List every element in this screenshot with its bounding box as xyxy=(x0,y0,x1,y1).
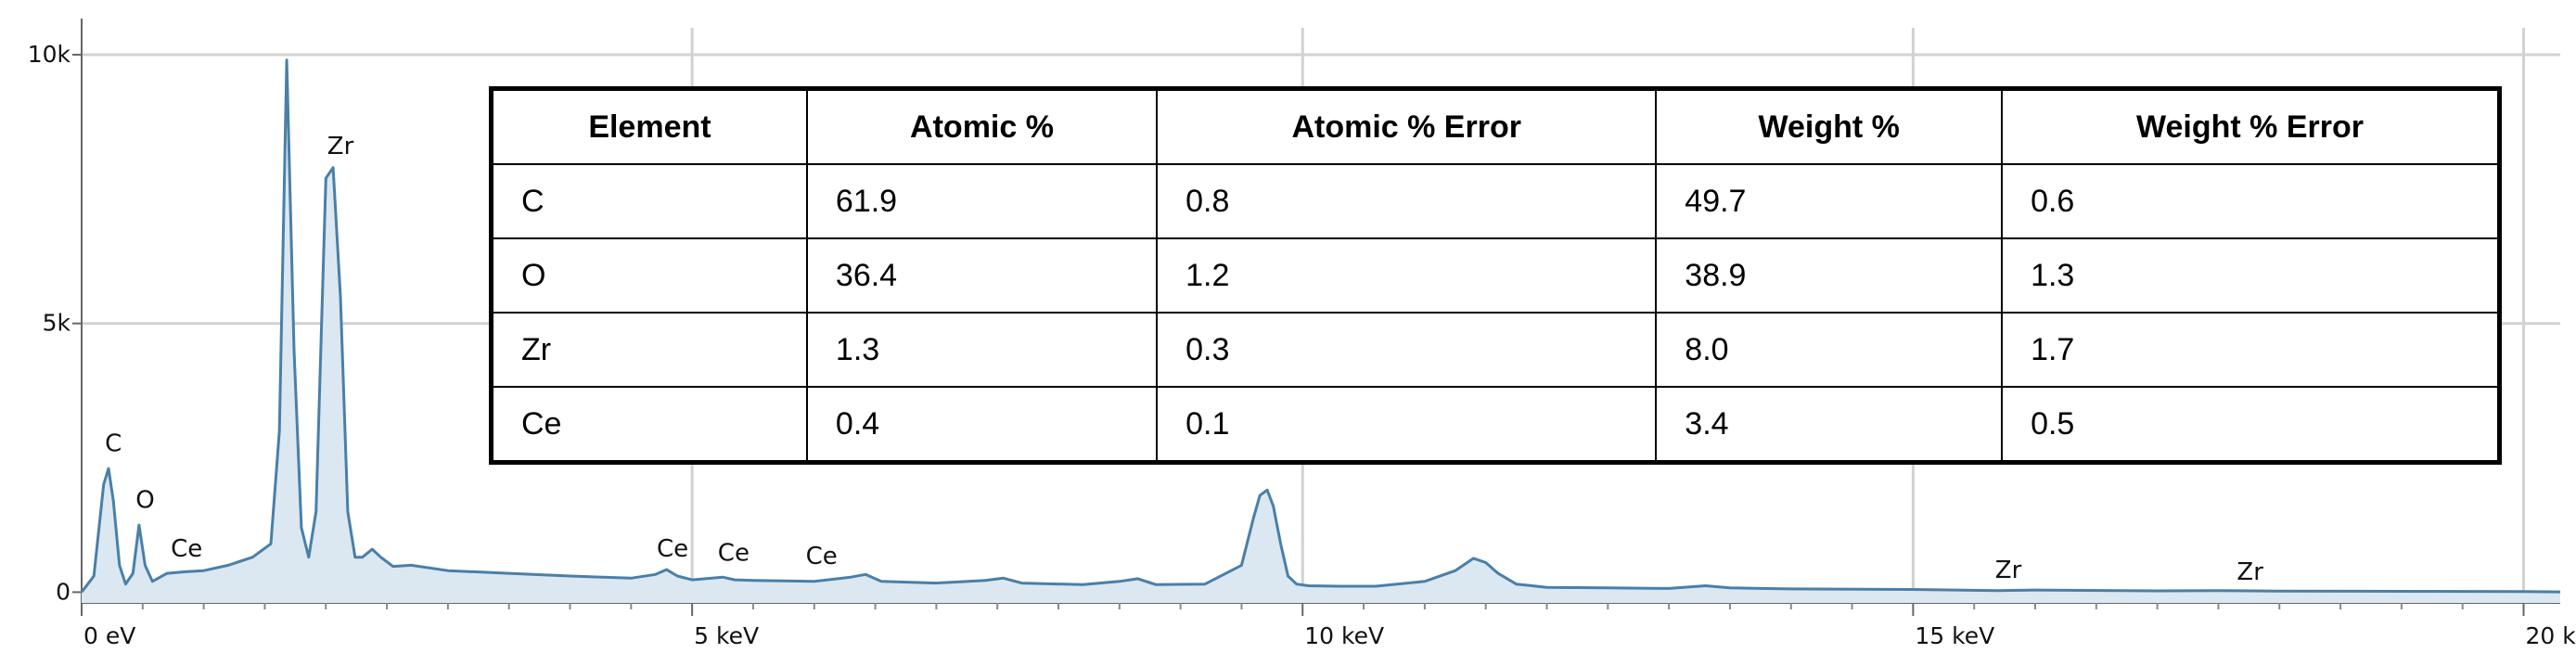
cell-atomic-percent: 0.4 xyxy=(805,386,1159,464)
cell-weight-percent-error: 1.7 xyxy=(2001,312,2501,388)
peak-label: Zr xyxy=(1995,557,2022,584)
cell-atomic-percent-error: 0.1 xyxy=(1156,386,1658,464)
peak-label: Ce xyxy=(806,543,838,570)
peak-label: Ce xyxy=(171,535,202,563)
y-tick-label: 5k xyxy=(43,310,71,337)
cell-weight-percent: 49.7 xyxy=(1655,163,2004,239)
spectrum-series xyxy=(80,58,2561,604)
x-tick-label: 0 eV xyxy=(83,622,135,649)
header-weight-percent-error: Weight % Error xyxy=(2001,87,2501,165)
x-tick-label: 5 keV xyxy=(694,622,759,649)
cell-weight-percent-error: 0.6 xyxy=(2001,163,2501,239)
table-row: Ce 0.4 0.1 3.4 0.5 xyxy=(490,386,2501,464)
x-tick-label: 10 keV xyxy=(1304,622,1384,649)
y-tick-label: 0 xyxy=(56,578,70,605)
peak-label: Ce xyxy=(718,539,750,567)
cell-weight-percent: 3.4 xyxy=(1655,386,2004,464)
table-row: O 36.4 1.2 38.9 1.3 xyxy=(490,237,2501,314)
x-tick-label: 20 keV xyxy=(2526,622,2576,649)
cell-atomic-percent-error: 1.2 xyxy=(1156,237,1658,314)
header-element: Element xyxy=(490,87,808,165)
spectrum-line xyxy=(80,58,2561,594)
cell-atomic-percent: 1.3 xyxy=(805,312,1159,388)
peak-label: Ce xyxy=(657,535,688,563)
cell-element: C xyxy=(490,163,808,239)
cell-element: Zr xyxy=(490,312,808,388)
cell-atomic-percent-error: 0.3 xyxy=(1156,312,1658,388)
cell-weight-percent-error: 0.5 xyxy=(2001,386,2501,464)
table-row: C 61.9 0.8 49.7 0.6 xyxy=(490,163,2501,239)
header-atomic-percent-error: Atomic % Error xyxy=(1156,87,1658,165)
spectrum-area xyxy=(82,59,2560,604)
composition-table: Element Atomic % Atomic % Error Weight %… xyxy=(489,86,2502,465)
peak-label: Zr xyxy=(327,133,354,160)
peak-label: O xyxy=(135,486,154,514)
x-tick-label: 15 keV xyxy=(1915,622,1994,649)
cell-atomic-percent-error: 0.8 xyxy=(1156,163,1658,239)
peak-label: C xyxy=(105,430,122,458)
cell-atomic-percent: 61.9 xyxy=(805,163,1159,239)
cell-weight-percent: 8.0 xyxy=(1655,312,2004,388)
cell-weight-percent-error: 1.3 xyxy=(2001,237,2501,314)
cell-atomic-percent: 36.4 xyxy=(805,237,1159,314)
cell-weight-percent: 38.9 xyxy=(1655,237,2004,314)
y-tick-label: 10k xyxy=(28,41,71,68)
header-weight-percent: Weight % xyxy=(1655,87,2004,165)
table-header-row: Element Atomic % Atomic % Error Weight %… xyxy=(490,87,2501,165)
cell-element: O xyxy=(490,237,808,314)
header-atomic-percent: Atomic % xyxy=(805,87,1159,165)
cell-element: Ce xyxy=(490,386,808,464)
peak-label: Zr xyxy=(2236,558,2263,586)
table-row: Zr 1.3 0.3 8.0 1.7 xyxy=(490,312,2501,388)
